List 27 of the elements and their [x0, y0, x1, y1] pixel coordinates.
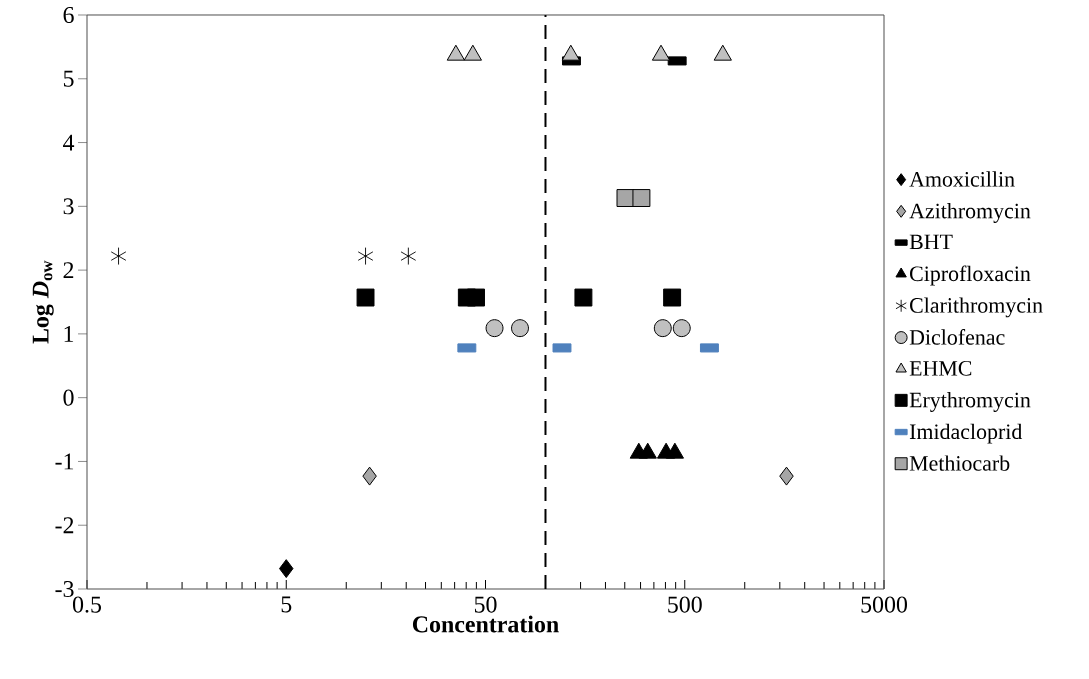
- x-tick-label: 5000: [861, 596, 908, 613]
- y-axis-title: Log D$_{ow}$: [32, 260, 54, 344]
- y-tick-label: 5: [63, 70, 74, 87]
- legend-label: Imidacloprid: [909, 423, 1023, 444]
- legend-label: EHMC: [909, 361, 972, 376]
- y-tick-label: 4: [63, 134, 75, 151]
- y-tick-label: 3: [63, 198, 74, 215]
- legend-label: Ciprofloxacin: [910, 265, 1031, 286]
- legend-label: Erythromycin: [909, 392, 1031, 412]
- legend-label: BHT: [909, 234, 953, 250]
- x-tick-label: 5: [281, 596, 292, 613]
- legend-label: Clarithromycin: [910, 297, 1043, 318]
- y-tick-label: -1: [55, 453, 74, 470]
- x-axis-title: Concentration: [412, 615, 559, 633]
- y-tick-label: 6: [63, 6, 74, 24]
- x-tick-label: 0.5: [72, 596, 101, 613]
- y-tick-label: 2: [63, 262, 74, 279]
- legend-label: Azithromycin: [909, 202, 1031, 223]
- y-tick-label: -3: [55, 580, 74, 598]
- x-tick-label: 500: [668, 596, 702, 613]
- legend-label: Amoxicillin: [909, 171, 1015, 187]
- legend-label: Diclofenac: [909, 329, 1005, 345]
- x-tick-label: 50: [474, 596, 497, 613]
- y-tick-label: -2: [55, 517, 74, 534]
- legend-label: Methiocarb: [909, 455, 1010, 471]
- y-tick-label: 1: [64, 326, 74, 342]
- y-tick-label: 0: [63, 389, 74, 406]
